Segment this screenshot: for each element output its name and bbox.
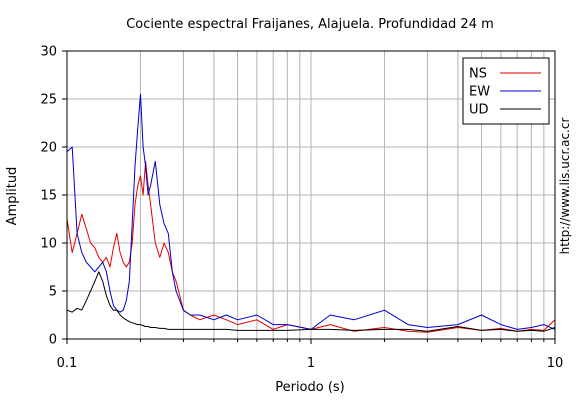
y-tick-label: 20 bbox=[40, 141, 57, 156]
axis-ticks: 0 5 10 15 20 25 30 0.1 1 10 bbox=[40, 45, 563, 372]
legend-label-ud: UD bbox=[469, 103, 489, 118]
x-axis-label: Periodo (s) bbox=[275, 380, 345, 395]
series-line-ud bbox=[66, 271, 556, 332]
y-tick-label: 5 bbox=[49, 285, 57, 300]
y-tick-label: 15 bbox=[40, 189, 57, 204]
y-tick-label: 25 bbox=[40, 93, 57, 108]
watermark-url: http://www.lis.ucr.ac.cr bbox=[558, 118, 572, 255]
series-line-ns bbox=[66, 160, 556, 333]
y-axis-label: Amplitud bbox=[5, 167, 20, 226]
y-tick-label: 0 bbox=[49, 333, 57, 348]
x-tick-label: 0.1 bbox=[57, 356, 78, 371]
legend: NS EW UD bbox=[462, 57, 550, 125]
legend-label-ns: NS bbox=[469, 67, 487, 82]
series-lines bbox=[66, 93, 556, 333]
y-tick-label: 30 bbox=[40, 45, 57, 60]
x-tick-label: 1 bbox=[307, 356, 315, 371]
chart-title: Cociente espectral Fraijanes, Alajuela. … bbox=[126, 17, 494, 32]
legend-label-ew: EW bbox=[469, 85, 490, 100]
series-line-ew bbox=[66, 93, 556, 330]
plot-frame bbox=[66, 50, 556, 340]
y-tick-label: 10 bbox=[40, 237, 57, 252]
x-tick-label: 10 bbox=[547, 356, 564, 371]
